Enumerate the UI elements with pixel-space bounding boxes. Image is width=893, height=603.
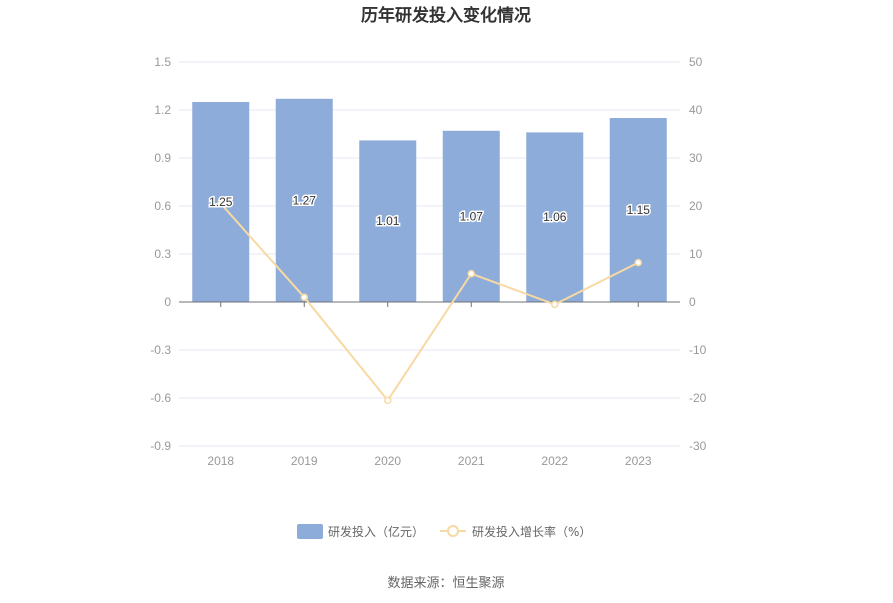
- x-tick-label: 2018: [207, 454, 234, 468]
- y-right-tick-label: 0: [689, 295, 696, 309]
- y-right-tick-label: -20: [689, 391, 707, 405]
- bar-value-label: 1.07: [460, 209, 484, 223]
- data-source: 数据来源：恒生聚源: [387, 576, 504, 591]
- legend-bar-label[interactable]: 研发投入（亿元）: [328, 524, 424, 539]
- legend[interactable]: 研发投入（亿元） 研发投入增长率（%）: [297, 524, 591, 539]
- y-left-tick-label: 0.9: [154, 151, 171, 165]
- bar-labels: 1.25 1.27 1.01 1.07 1.06 1.15: [208, 192, 652, 230]
- bar: [526, 132, 584, 302]
- bar: [275, 98, 333, 302]
- legend-line-marker[interactable]: [447, 525, 459, 537]
- y-left-tick-label: 0.3: [154, 247, 171, 261]
- growth-point: [551, 300, 559, 309]
- x-tick-label: 2023: [625, 454, 652, 468]
- y-left-tick-label: -0.3: [150, 343, 171, 357]
- bar: [359, 140, 417, 302]
- x-tick-label: 2021: [458, 454, 485, 468]
- y-left-tick-label: 1.2: [154, 103, 171, 117]
- growth-point: [467, 269, 475, 278]
- bar-value-label: 1.15: [627, 203, 651, 217]
- y-right-tick-label: 10: [689, 247, 703, 261]
- growth-point: [384, 396, 392, 405]
- y-right-tick-label: 40: [689, 103, 703, 117]
- y-left-tick-label: 0.6: [154, 199, 171, 213]
- legend-bar-swatch[interactable]: [297, 524, 323, 539]
- bar-value-label: 1.25: [209, 195, 233, 209]
- growth-point: [634, 258, 642, 267]
- y-right-tick-label: 30: [689, 151, 703, 165]
- x-tick-label: 2020: [374, 454, 401, 468]
- axes: 1.5 50 1.2 40 0.9 30 0.6 20 0.3 10 0 0 -0.3 -10 -0.6 -2…: [150, 55, 706, 468]
- y-right-tick-label: 50: [689, 55, 703, 69]
- growth-point: [300, 293, 308, 301]
- y-right-tick-label: -30: [689, 439, 707, 453]
- legend-line-label[interactable]: 研发投入增长率（%）: [472, 524, 591, 539]
- y-left-tick-label: 1.5: [154, 55, 171, 69]
- bar-value-label: 1.27: [293, 193, 317, 207]
- bar-value-label: 1.06: [543, 210, 567, 224]
- bar-value-label: 1.01: [376, 214, 400, 228]
- y-left-tick-label: -0.6: [150, 391, 171, 405]
- x-tick-label: 2022: [541, 454, 568, 468]
- chart-title: 历年研发投入变化情况: [361, 5, 531, 26]
- y-right-tick-label: -10: [689, 343, 707, 357]
- growth-point: [217, 199, 225, 208]
- bar-series: [192, 98, 667, 302]
- y-left-tick-label: 0: [164, 295, 171, 309]
- x-tick-label: 2019: [291, 454, 318, 468]
- grid-lines: [179, 61, 680, 447]
- growth-line: [220, 202, 639, 403]
- line-series: [217, 199, 642, 405]
- y-right-tick-label: 20: [689, 199, 703, 213]
- y-left-tick-label: -0.9: [150, 439, 171, 453]
